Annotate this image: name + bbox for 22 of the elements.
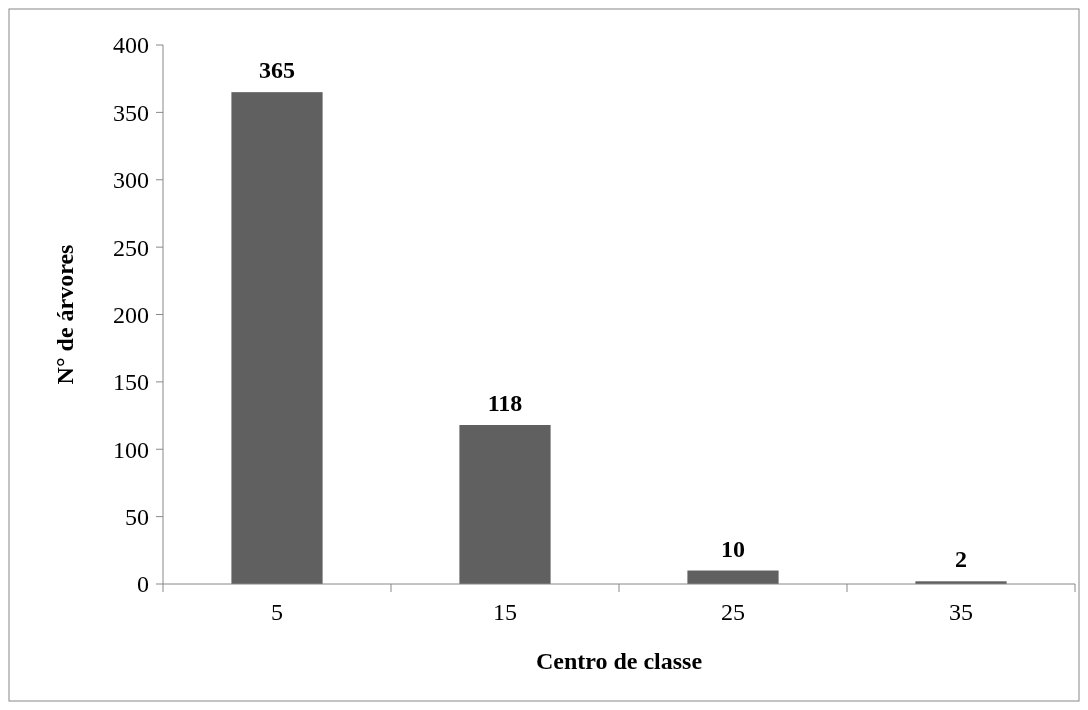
y-tick-label: 400	[113, 32, 149, 59]
x-axis-title: Centro de classe	[535, 648, 703, 674]
data-label: 118	[487, 389, 523, 416]
bar	[459, 425, 551, 584]
data-label: 10	[721, 535, 745, 562]
y-tick-label: 0	[137, 571, 149, 598]
y-tick-label: 50	[125, 504, 149, 531]
y-tick-label: 350	[113, 99, 149, 126]
data-label: 2	[955, 546, 967, 573]
y-tick-label: 150	[113, 369, 149, 396]
y-tick-label: 250	[113, 234, 149, 261]
data-label: 365	[259, 57, 295, 84]
x-tick-label: 5	[271, 599, 283, 625]
x-tick-label: 35	[949, 599, 973, 625]
x-tick-label: 15	[493, 599, 517, 625]
y-tick-label: 100	[113, 436, 149, 463]
y-tick-label: 200	[113, 301, 149, 328]
x-tick-label: 25	[721, 599, 745, 625]
bar	[231, 92, 323, 584]
y-tick-label: 300	[113, 167, 149, 194]
y-axis-title: N° de árvores	[52, 244, 78, 385]
bar	[687, 570, 779, 584]
